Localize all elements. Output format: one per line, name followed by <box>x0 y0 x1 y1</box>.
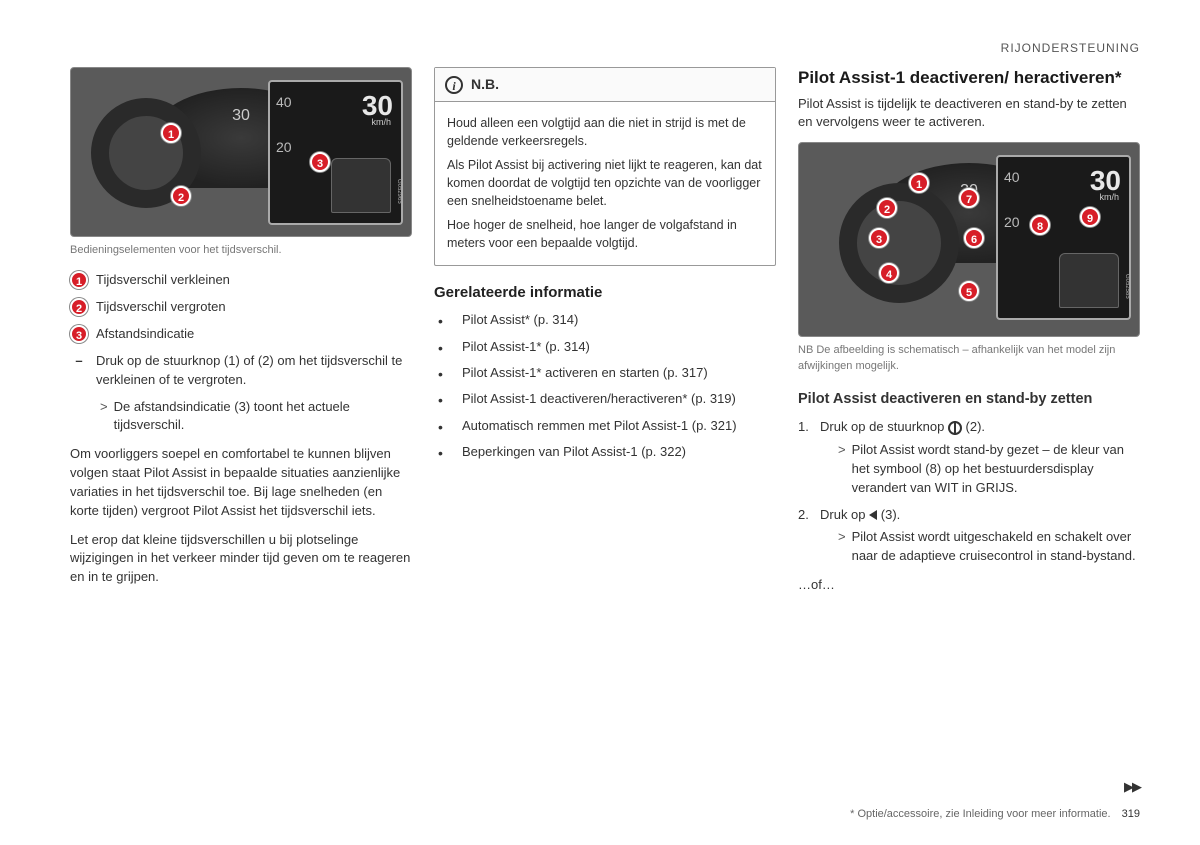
note-paragraph: Houd alleen een volgtijd aan die niet in… <box>447 114 763 150</box>
related-text: Pilot Assist* (p. 314) <box>462 311 578 331</box>
or-text: …of… <box>798 576 1140 595</box>
scale-40: 40 <box>1004 167 1020 187</box>
page-number: 319 <box>1122 808 1140 820</box>
step-item: Druk op de stuurknop (2). > Pilot Assist… <box>798 418 1140 497</box>
step-text: Druk op <box>820 507 869 522</box>
note-paragraph: Als Pilot Assist bij activering niet lij… <box>447 156 763 210</box>
subsection-heading: Pilot Assist deactiveren en stand-by zet… <box>798 389 1140 410</box>
display-inset: 40 20 30 km/h 3 G052965 <box>268 80 403 225</box>
related-text: Pilot Assist-1* activeren en starten (p.… <box>462 364 708 384</box>
column-2: i N.B. Houd alleen een volgtijd aan die … <box>434 67 776 597</box>
note-paragraph: Hoe hoger de snelheid, hoe langer de vol… <box>447 216 763 252</box>
badge-3: 3 <box>310 152 330 172</box>
figure-deactivate: 30 1 2 3 4 5 6 7 40 20 30 km/h 8 9 G0525… <box>798 142 1140 337</box>
instruction-row: – Druk op de stuurknop (1) of (2) om het… <box>70 352 412 390</box>
three-column-layout: 30 1 2 40 20 30 km/h 3 G052965 Bediening… <box>0 67 1200 597</box>
figure-caption: NB De afbeelding is schematisch – afhank… <box>798 343 1140 375</box>
display-inset: 40 20 30 km/h 8 9 G052585 <box>996 155 1131 320</box>
note-box: i N.B. Houd alleen een volgtijd aan die … <box>434 67 776 265</box>
related-item: Pilot Assist-1* activeren en starten (p.… <box>438 364 776 384</box>
legend-row: 3 Afstandsindicatie <box>70 325 412 344</box>
body-paragraph: Let erop dat kleine tijdsverschillen u b… <box>70 531 412 588</box>
gauge-speed: 30 <box>232 104 250 127</box>
legend-row: 1 Tijdsverschil verkleinen <box>70 271 412 290</box>
related-text: Pilot Assist-1* (p. 314) <box>462 338 590 358</box>
step-item: Druk op (3). > Pilot Assist wordt uitges… <box>798 506 1140 567</box>
column-1: 30 1 2 40 20 30 km/h 3 G052965 Bediening… <box>70 67 412 597</box>
result-arrow-icon: > <box>100 398 108 436</box>
page-footer: * Optie/accessoire, zie Inleiding voor m… <box>850 807 1140 823</box>
legend-badge: 1 <box>70 271 88 289</box>
related-list: Pilot Assist* (p. 314) Pilot Assist-1* (… <box>434 311 776 463</box>
left-arrow-icon <box>869 510 877 520</box>
related-item: Automatisch remmen met Pilot Assist-1 (p… <box>438 417 776 437</box>
result-text: De afstandsindicatie (3) toont het actue… <box>114 398 412 436</box>
body-paragraph: Om voorliggers soepel en comfortabel te … <box>70 445 412 520</box>
step-text: Druk op de stuurknop <box>820 419 948 434</box>
related-heading: Gerelateerde informatie <box>434 282 776 304</box>
footnote-text: * Optie/accessoire, zie Inleiding voor m… <box>850 808 1110 820</box>
related-item: Pilot Assist-1* (p. 314) <box>438 338 776 358</box>
note-label: N.B. <box>471 74 499 94</box>
steering-wheel-icon <box>839 183 959 303</box>
scale-40: 40 <box>276 92 292 112</box>
intro-text: Pilot Assist is tijdelijk te deactiveren… <box>798 95 1140 133</box>
badge-9: 9 <box>1080 207 1100 227</box>
section-header: RIJONDERSTEUNING <box>0 0 1200 67</box>
legend-row: 2 Tijdsverschil vergroten <box>70 298 412 317</box>
legend-text: Tijdsverschil vergroten <box>96 298 226 317</box>
scale-20: 20 <box>1004 212 1020 232</box>
car-silhouette-icon <box>1059 253 1119 308</box>
image-id: G052965 <box>394 179 403 204</box>
info-icon: i <box>445 76 463 94</box>
step-result: > Pilot Assist wordt uitgeschakeld en sc… <box>820 528 1140 566</box>
badge-5: 5 <box>959 281 979 301</box>
note-body: Houd alleen een volgtijd aan die niet in… <box>435 102 775 265</box>
result-text: Pilot Assist wordt uitgeschakeld en scha… <box>852 528 1140 566</box>
legend-badge: 2 <box>70 298 88 316</box>
steps-list: Druk op de stuurknop (2). > Pilot Assist… <box>798 418 1140 566</box>
legend-text: Tijdsverschil verkleinen <box>96 271 230 290</box>
figure-caption: Bedieningselementen voor het tijdsversch… <box>70 243 412 259</box>
step-suffix: (3). <box>881 507 901 522</box>
scale-20: 20 <box>276 137 292 157</box>
continuation-icon: ▶▶ <box>1124 778 1140 797</box>
related-text: Pilot Assist-1 deactiveren/heractiveren*… <box>462 390 736 410</box>
badge-2: 2 <box>171 186 191 206</box>
related-item: Pilot Assist* (p. 314) <box>438 311 776 331</box>
related-item: Pilot Assist-1 deactiveren/heractiveren*… <box>438 390 776 410</box>
note-header: i N.B. <box>435 68 775 101</box>
instruction-text: Druk op de stuurknop (1) of (2) om het t… <box>96 352 412 390</box>
unit-kmh: km/h <box>1099 191 1119 204</box>
result-row: > De afstandsindicatie (3) toont het act… <box>70 398 412 436</box>
related-text: Beperkingen van Pilot Assist-1 (p. 322) <box>462 443 686 463</box>
steering-button-icon <box>948 421 962 435</box>
dash-bullet: – <box>70 352 88 390</box>
result-arrow-icon: > <box>838 528 846 566</box>
related-text: Automatisch remmen met Pilot Assist-1 (p… <box>462 417 737 437</box>
legend-badge: 3 <box>70 325 88 343</box>
result-text: Pilot Assist wordt stand-by gezet – de k… <box>852 441 1140 498</box>
badge-8: 8 <box>1030 215 1050 235</box>
legend-text: Afstandsindicatie <box>96 325 194 344</box>
result-arrow-icon: > <box>838 441 846 498</box>
image-id: G052585 <box>1122 274 1131 299</box>
section-title: Pilot Assist-1 deactiveren/ heractiveren… <box>798 67 1140 88</box>
figure-controls: 30 1 2 40 20 30 km/h 3 G052965 <box>70 67 412 237</box>
related-item: Beperkingen van Pilot Assist-1 (p. 322) <box>438 443 776 463</box>
unit-kmh: km/h <box>371 116 391 129</box>
step-result: > Pilot Assist wordt stand-by gezet – de… <box>820 441 1140 498</box>
step-suffix: (2). <box>966 419 986 434</box>
column-3: Pilot Assist-1 deactiveren/ heractiveren… <box>798 67 1140 597</box>
car-silhouette-icon <box>331 158 391 213</box>
